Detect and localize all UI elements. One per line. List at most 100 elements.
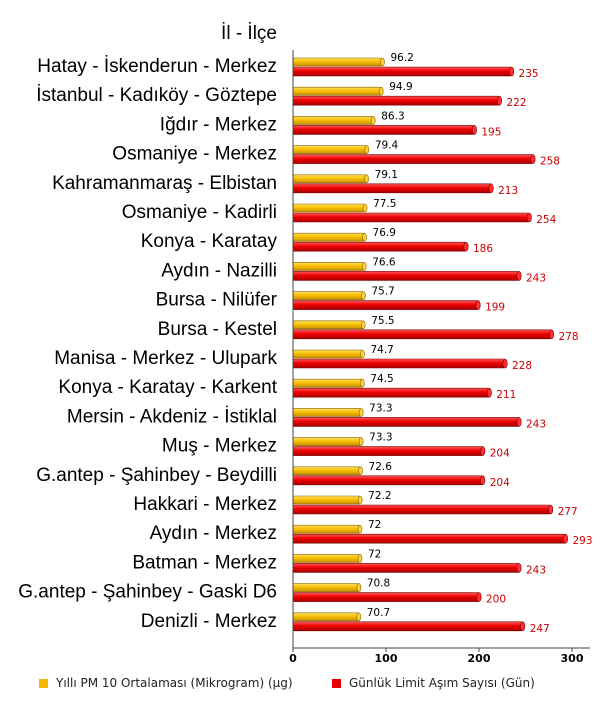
- category-row: Batman - Merkez 72 243: [132, 548, 546, 576]
- exceedance-value-label: 247: [530, 623, 550, 635]
- exceedance-bar: [292, 417, 520, 427]
- exceedance-bar-cap: [562, 533, 568, 544]
- category-label: Aydın - Merkez: [150, 523, 277, 544]
- category-label: Manisa - Merkez - Ulupark: [54, 348, 277, 369]
- category-label: Kahramanmaraş - Elbistan: [52, 173, 277, 194]
- exceedance-bar-cap: [549, 329, 555, 340]
- exceedance-bar: [292, 271, 520, 281]
- pm10-bar: [292, 116, 374, 125]
- pm10-bar: [292, 57, 383, 67]
- category-row: Hakkari - Merkez 72.2 277: [133, 490, 577, 518]
- category-row: Bursa - Kestel 75.5 278: [158, 315, 579, 343]
- exceedance-bar-cap: [486, 387, 492, 398]
- exceedance-bar-cap: [526, 212, 532, 223]
- category-label: Denizli - Merkez: [141, 611, 277, 632]
- category-row: Aydın - Merkez 72 293: [150, 519, 593, 547]
- legend-swatch-exceedance: [332, 678, 341, 688]
- pm10-bar: [292, 378, 363, 388]
- pm10-bar-cap: [357, 554, 363, 563]
- pm10-bar-cap: [356, 583, 362, 592]
- pm10-value-label: 70.8: [367, 578, 390, 590]
- exceedance-bar: [292, 504, 551, 515]
- exceedance-bar: [292, 387, 490, 398]
- exceedance-bar-cap: [463, 241, 469, 252]
- exceedance-bar-cap: [480, 446, 486, 456]
- pm10-bar-cap: [364, 174, 369, 184]
- exceedance-bar-cap: [476, 592, 482, 602]
- pm10-bar-cap: [360, 349, 365, 359]
- exceedance-bar: [292, 475, 484, 486]
- chart: İl - İlçe Hatay - İskenderun - Merkez 96.…: [18, 23, 593, 665]
- exceedance-value-label: 228: [512, 360, 532, 372]
- exceedance-bar: [292, 154, 534, 164]
- category-row: Konya - Karatay 76.9 186: [141, 227, 494, 255]
- category-row: Osmaniye - Kadirli 77.5 254: [122, 198, 557, 226]
- category-row: İstanbul - Kadıköy - Göztepe 94.9 222: [36, 81, 526, 109]
- pm10-bar: [292, 554, 361, 563]
- exceedance-bar-cap: [471, 125, 477, 135]
- pm10-bar: [292, 262, 365, 271]
- exceedance-value-label: 199: [485, 302, 505, 314]
- exceedance-bar-cap: [475, 300, 481, 310]
- pm10-bar: [292, 291, 364, 300]
- pm10-value-label: 70.7: [367, 607, 390, 619]
- category-label: Aydın - Nazilli: [161, 260, 277, 281]
- category-label: İstanbul - Kadıköy - Göztepe: [36, 85, 277, 106]
- pm10-bar: [292, 524, 361, 534]
- exceedance-bar-cap: [548, 504, 554, 515]
- category-row: Kahramanmaraş - Elbistan 79.1 213: [52, 169, 518, 197]
- exceedance-value-label: 243: [526, 418, 546, 430]
- pm10-value-label: 76.9: [373, 227, 396, 239]
- exceedance-bar: [292, 95, 500, 106]
- pm10-bar-cap: [380, 57, 385, 67]
- category-label: Bursa - Kestel: [158, 319, 277, 340]
- x-tick-label: 0: [289, 652, 297, 665]
- pm10-bar: [292, 203, 366, 213]
- category-label: Konya - Karatay - Karkent: [58, 377, 277, 398]
- exceedance-bar: [292, 212, 530, 223]
- category-label: Osmaniye - Kadirli: [122, 202, 277, 223]
- category-row: Denizli - Merkez 70.7 247: [141, 607, 550, 635]
- legend-label-exceedance: Günlük Limit Aşım Sayısı (Gün): [349, 676, 535, 690]
- pm10-value-label: 75.7: [371, 286, 394, 298]
- exceedance-value-label: 235: [519, 68, 539, 80]
- exceedance-bar-cap: [520, 621, 526, 632]
- pm10-bar-cap: [359, 378, 365, 388]
- pm10-bar-cap: [361, 291, 366, 300]
- category-row: G.antep - Şahinbey - Gaski D6 70.8 200: [18, 578, 506, 606]
- pm10-value-label: 73.3: [369, 432, 392, 444]
- category-label: Hakkari - Merkez: [133, 494, 277, 515]
- pm10-value-label: 86.3: [381, 110, 404, 122]
- pm10-value-label: 72.6: [369, 461, 393, 473]
- exceedance-value-label: 195: [481, 126, 501, 138]
- pm10-bar-cap: [378, 86, 384, 96]
- exceedance-value-label: 222: [506, 97, 526, 109]
- category-label: Bursa - Nilüfer: [156, 290, 278, 311]
- category-row: Aydın - Nazilli 76.6 243: [161, 256, 546, 284]
- pm10-bar: [292, 408, 362, 417]
- legend-label-pm10: Yıllı PM 10 Ortalaması (Mikrogram) (µg): [56, 676, 293, 690]
- exceedance-value-label: 243: [526, 272, 546, 284]
- exceedance-bar-cap: [509, 66, 515, 77]
- exceedance-value-label: 277: [558, 506, 578, 518]
- category-label: Mersin - Akdeniz - İstiklal: [67, 406, 277, 427]
- pm10-bar-cap: [360, 320, 366, 330]
- pm10-value-label: 79.4: [375, 140, 399, 152]
- category-row: Osmaniye - Merkez 79.4 258: [112, 140, 560, 168]
- exceedance-value-label: 278: [559, 331, 579, 343]
- pm10-value-label: 77.5: [373, 198, 396, 210]
- exceedance-bar: [292, 621, 524, 632]
- exceedance-bar-cap: [502, 358, 508, 369]
- category-label: Konya - Karatay: [141, 231, 278, 252]
- pm10-value-label: 94.9: [389, 81, 412, 93]
- pm10-bar: [292, 174, 367, 184]
- pm10-bar: [292, 349, 363, 359]
- x-tick-label: 100: [375, 652, 398, 665]
- exceedance-bar: [292, 592, 480, 602]
- category-row: Bursa - Nilüfer 75.7 199: [156, 286, 506, 314]
- category-label: G.antep - Şahinbey - Beydilli: [36, 465, 277, 486]
- exceedance-bar-cap: [516, 271, 522, 281]
- exceedance-value-label: 200: [486, 594, 506, 606]
- exceedance-value-label: 213: [498, 185, 518, 197]
- category-row: Mersin - Akdeniz - İstiklal 73.3 243: [67, 402, 546, 430]
